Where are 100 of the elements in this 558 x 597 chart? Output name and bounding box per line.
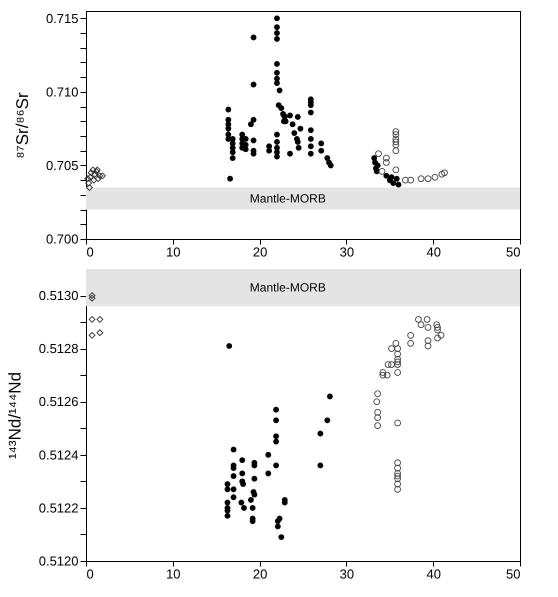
x-tick-label: 0 [86,244,94,260]
x-tick-label: 30 [340,244,354,260]
y-tick-label: 0.5122 [38,500,78,516]
y-tick-label: 0.715 [46,10,78,26]
x-tick-label: 10 [166,566,181,582]
point [251,476,258,482]
x-tick-label: 40 [426,566,441,582]
point [84,175,92,182]
point [394,361,401,368]
point [86,184,93,191]
point [373,398,380,406]
point [94,175,102,182]
point [379,369,386,376]
point [424,342,432,350]
point [388,361,395,368]
point [273,417,280,424]
point [394,464,401,472]
y-tick-label: 0.5128 [38,341,78,356]
point [392,340,400,347]
point [88,292,96,299]
point [224,481,230,487]
band-label: Mantle-MORB [250,192,326,206]
point [85,180,92,186]
point [394,472,401,480]
point [90,166,96,174]
y-tick-label: 0.5124 [38,447,78,462]
point [384,372,391,379]
point [394,420,401,426]
point [226,343,232,349]
point [99,172,106,180]
point [96,172,104,180]
point [424,175,432,182]
point [432,174,438,181]
point [273,462,280,468]
point [438,332,444,339]
x-tick-label: 50 [506,566,520,582]
point [88,169,95,176]
point [88,316,96,323]
y-tick-label: 0.710 [46,84,78,100]
y-tick-label: 0.5120 [38,554,78,568]
point [394,369,401,376]
point [392,142,400,148]
point [392,138,400,146]
point [384,361,392,368]
point [418,321,424,328]
point [382,154,390,162]
y-axis-title: ¹⁴³Nd/¹⁴⁴Nd [6,372,25,460]
point [379,372,386,379]
y-axis-title: ⁸⁷Sr/⁸⁶Sr [12,92,32,159]
point [230,473,236,479]
point [86,174,94,181]
y-tick-label: 0.5130 [38,288,78,304]
point [407,340,414,347]
point [392,128,400,135]
point [238,500,244,506]
point [382,159,390,166]
point [230,494,236,500]
point [374,414,382,422]
point [424,316,430,323]
point [394,475,401,482]
point [239,457,246,464]
y-tick-label: 0.5126 [38,394,78,410]
x-tick-label: 40 [426,244,441,260]
point [394,350,401,358]
point [402,176,409,184]
point [273,406,280,413]
x-tick-label: 0 [86,566,94,582]
point [248,497,254,503]
point [96,316,104,323]
point [241,505,247,511]
point [394,356,401,363]
point [240,481,246,487]
point [433,321,440,328]
point [392,147,400,154]
point [424,324,432,331]
point [394,470,401,477]
y-tick-label: 0.700 [46,232,78,246]
point [273,438,280,444]
point [415,316,422,323]
point [276,516,282,522]
point [388,345,395,352]
point [224,500,230,506]
point [96,329,104,336]
point [424,337,432,344]
point [230,446,236,452]
point [407,332,414,339]
point [434,334,441,342]
point [224,512,230,519]
x-tick-label: 10 [166,244,181,260]
point [230,486,236,492]
point [441,169,448,176]
x-tick-label: 30 [340,566,354,582]
x-tick-label: 20 [252,566,268,582]
point [392,136,400,142]
point [317,430,324,436]
point [317,462,324,468]
point [326,394,333,400]
x-tick-label: 20 [252,244,268,260]
point [378,168,386,175]
point [274,524,281,530]
